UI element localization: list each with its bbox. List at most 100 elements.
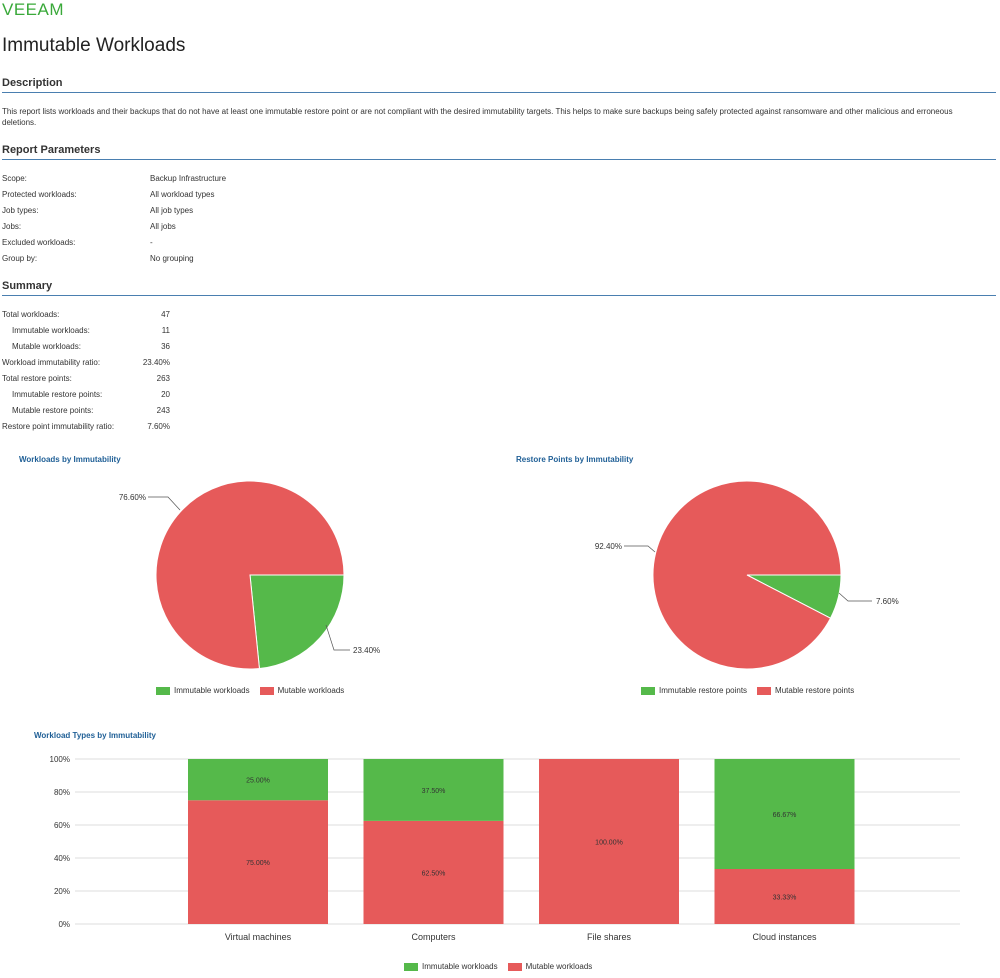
summary-value: 263 [156,374,170,383]
legend-label: Immutable workloads [422,962,498,971]
legend-label: Mutable restore points [775,686,855,695]
workload-types-bar-legend: Immutable workloads Mutable workloads [404,962,592,971]
pie-label-leader [624,545,656,553]
summary-label: Immutable workloads: [12,326,90,335]
parameter-value: Backup Infrastructure [150,174,227,183]
chart-title-workloads: Workloads by Immutability [19,455,121,464]
summary-label: Mutable workloads: [12,342,81,351]
bar-data-label: 100.00% [595,840,623,847]
y-tick-label: 40% [54,854,70,863]
pie-label-leader [838,592,872,602]
summary-row: Immutable restore points: 20 [2,390,172,406]
restore-points-pie-chart: 7.60% 92.40% [595,480,899,670]
workloads-pie-legend: Immutable workloads Mutable workloads [156,686,344,695]
y-tick-label: 60% [54,821,70,830]
workloads-pie-chart: 23.40% 76.60% [119,480,380,670]
parameter-label: Jobs: [2,222,22,231]
summary-value: 7.60% [147,422,170,431]
summary-value: 20 [161,390,170,399]
logo-text: VEEAM [2,0,64,18]
parameter-label: Job types: [2,206,39,215]
legend-item-immutable: Immutable workloads [156,686,250,695]
pie-slice-label: 76.60% [119,493,146,502]
bar-segment-mutable [363,820,504,924]
pie-label-leader [148,496,181,511]
summary-value: 47 [161,310,170,319]
parameter-value: All jobs [150,222,176,231]
summary-row: Mutable workloads: 36 [2,342,172,358]
pie-slice-label: 7.60% [876,597,899,606]
bar-segment-immutable [363,759,504,821]
parameter-value: No grouping [150,254,194,263]
summary-value: 23.40% [142,358,170,367]
legend-label: Immutable restore points [659,686,748,695]
bar-data-label: 62.50% [422,870,446,877]
page-title: Immutable Workloads [2,35,186,56]
summary-label: Restore point immutability ratio: [2,422,115,431]
legend-swatch [507,962,522,971]
summary-label: Total restore points: [2,374,72,383]
x-category-label: Computers [411,932,456,942]
bar-data-label: 66.67% [773,812,797,819]
summary-row: Total workloads: 47 [2,310,172,326]
section-divider [2,92,996,93]
summary-value: 11 [161,326,170,335]
summary-label: Total workloads: [2,310,60,319]
bar-segment-mutable [188,800,328,924]
legend-swatch [641,686,655,695]
section-divider [2,295,996,296]
summary-row: Workload immutability ratio: 23.40% [2,358,172,374]
y-tick-label: 20% [54,887,70,896]
summary-row: Mutable restore points: 243 [2,406,172,422]
bar-segment-immutable [188,759,328,801]
x-category-label: File shares [587,932,632,942]
legend-label: Mutable workloads [525,962,593,971]
restore-points-pie-legend: Immutable restore points Mutable restore… [641,686,854,695]
summary-label: Workload immutability ratio: [2,358,101,367]
legend-item-immutable: Immutable restore points [641,686,747,695]
parameter-value: All job types [150,206,194,215]
legend-item-mutable: Mutable workloads [507,962,593,971]
summary-row: Immutable workloads: 11 [2,326,172,342]
legend-item-mutable: Mutable restore points [757,686,854,695]
summary-row: Total restore points: 263 [2,374,172,390]
pie-slice-label: 23.40% [353,646,380,655]
summary-table: Total workloads: 47 Immutable workloads:… [2,310,172,438]
section-heading-summary: Summary [2,280,53,292]
legend-swatch [404,962,418,971]
summary-value: 36 [161,342,170,351]
chart-title-workload-types: Workload Types by Immutability [34,731,156,740]
bar-segment-mutable [714,869,855,924]
bar-data-label: 37.50% [422,788,446,795]
parameter-label: Group by: [2,254,38,263]
parameter-label: Scope: [2,174,27,183]
workload-types-bar-chart: 0% 20% 40% 60% 80% 100% 75.00% 25.00% Virtual ma… [50,755,960,942]
section-heading-description: Description [2,77,63,89]
legend-swatch [156,686,170,695]
veeam-logo: VEEAM [2,0,64,18]
y-tick-label: 100% [50,755,70,764]
parameter-label: Protected workloads: [2,190,77,199]
description-text: This report lists workloads and their ba… [2,107,953,127]
bar-data-label: 75.00% [246,860,270,867]
pie-slice-mutable [652,480,842,670]
x-category-label: Cloud instances [752,932,817,942]
pie-slice-immutable [249,574,345,670]
parameter-value: All workload types [150,190,215,199]
pie-label-leader [325,624,350,651]
section-heading-parameters: Report Parameters [2,144,101,156]
summary-row: Restore point immutability ratio: 7.60% [2,422,172,438]
legend-label: Immutable workloads [174,686,250,695]
y-tick-label: 0% [58,920,70,929]
pie-slice-label: 92.40% [595,542,622,551]
legend-swatch [259,686,274,695]
chart-title-restore-points: Restore Points by Immutability [516,455,634,464]
parameter-value: - [150,238,153,247]
bar-segment-immutable [714,759,855,870]
bar-data-label: 25.00% [246,778,270,785]
parameter-label: Excluded workloads: [2,238,76,247]
legend-item-mutable: Mutable workloads [259,686,344,695]
section-divider [2,159,996,160]
summary-label: Immutable restore points: [12,390,103,399]
pie-slice-mutable [155,480,345,670]
